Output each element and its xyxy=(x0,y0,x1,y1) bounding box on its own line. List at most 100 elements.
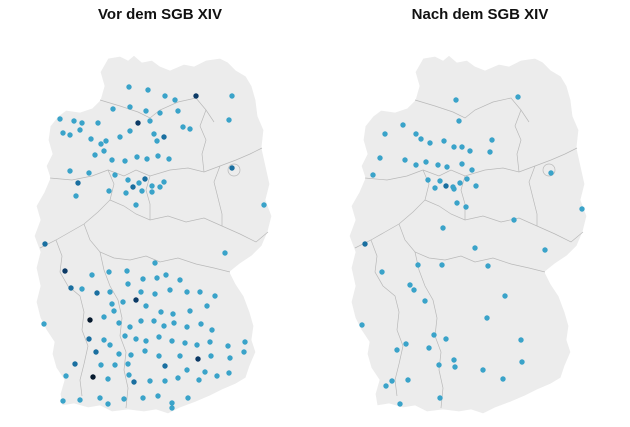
facility-dot xyxy=(163,272,169,278)
facility-dot xyxy=(435,162,441,168)
facility-dot xyxy=(42,241,48,247)
facility-dot xyxy=(154,138,160,144)
facility-dot xyxy=(463,204,469,210)
facility-dot xyxy=(359,322,365,328)
facility-dot xyxy=(116,351,122,357)
facility-dot xyxy=(427,140,433,146)
facility-dot xyxy=(261,202,267,208)
facility-dot xyxy=(197,289,203,295)
facility-dot xyxy=(242,339,248,345)
facility-dot xyxy=(149,189,155,195)
facility-dot xyxy=(441,138,447,144)
facility-dot xyxy=(60,130,66,136)
facility-dot xyxy=(485,263,491,269)
facility-dot xyxy=(467,148,473,154)
facility-dot xyxy=(185,395,191,401)
facility-dot xyxy=(152,291,158,297)
facility-dot xyxy=(407,282,413,288)
facility-dot xyxy=(207,339,213,345)
facility-dot xyxy=(155,393,161,399)
map-title-after: Nach dem SGB XIV xyxy=(411,6,549,23)
facility-dot xyxy=(136,180,142,186)
facility-dot xyxy=(161,134,167,140)
facility-dot xyxy=(379,269,385,275)
facility-dot xyxy=(60,398,66,404)
facility-dot xyxy=(413,162,419,168)
facility-dot xyxy=(464,176,470,182)
facility-dot xyxy=(93,349,99,355)
facility-dot xyxy=(196,377,202,383)
facility-dot xyxy=(133,297,139,303)
facility-dot xyxy=(124,268,130,274)
facility-dot xyxy=(426,345,432,351)
facility-dot xyxy=(112,172,118,178)
facility-dot xyxy=(158,309,164,315)
facility-dot xyxy=(127,324,133,330)
facility-dot xyxy=(519,359,525,365)
facility-dot xyxy=(67,132,73,138)
facility-dot xyxy=(423,159,429,165)
facility-dot xyxy=(142,348,148,354)
facility-dot xyxy=(184,324,190,330)
facility-dot xyxy=(101,314,107,320)
facility-dot xyxy=(149,183,155,189)
facility-dot xyxy=(155,153,161,159)
facility-dots-before xyxy=(41,84,267,411)
facility-dot xyxy=(111,308,117,314)
facility-dot xyxy=(180,124,186,130)
facility-dot xyxy=(397,401,403,407)
facility-dot xyxy=(454,200,460,206)
facility-dot xyxy=(121,396,127,402)
facility-dot xyxy=(162,363,168,369)
facility-dot xyxy=(77,127,83,133)
facility-dot xyxy=(75,180,81,186)
facility-dot xyxy=(125,177,131,183)
facility-dot xyxy=(413,131,419,137)
facility-dot xyxy=(453,97,459,103)
facility-dot xyxy=(439,262,445,268)
facility-dot xyxy=(98,362,104,368)
facility-dot xyxy=(126,84,132,90)
berlin-outline xyxy=(227,163,241,177)
facility-dots-after xyxy=(359,94,585,407)
facility-dot xyxy=(193,93,199,99)
facility-dot xyxy=(184,367,190,373)
facility-dot xyxy=(157,184,163,190)
facility-dot xyxy=(214,373,220,379)
facility-dot xyxy=(436,362,442,368)
facility-dot xyxy=(171,320,177,326)
facility-dot xyxy=(95,120,101,126)
facility-dot xyxy=(209,327,215,333)
facility-dot xyxy=(459,144,465,150)
facility-dot xyxy=(144,156,150,162)
facility-dot xyxy=(117,134,123,140)
facility-dot xyxy=(127,128,133,134)
facility-dot xyxy=(86,336,92,342)
facility-dot xyxy=(133,202,139,208)
facility-dot xyxy=(402,157,408,163)
facility-dot xyxy=(511,217,517,223)
facility-dot xyxy=(147,118,153,124)
facility-dot xyxy=(489,137,495,143)
facility-dot xyxy=(169,405,175,411)
facility-dot xyxy=(452,364,458,370)
facility-dot xyxy=(184,289,190,295)
facility-dot xyxy=(177,277,183,283)
facility-dot xyxy=(473,183,479,189)
facility-dot xyxy=(130,184,136,190)
facility-dot xyxy=(229,165,235,171)
facility-dot xyxy=(139,188,145,194)
facility-dot xyxy=(161,323,167,329)
facility-dot xyxy=(411,287,417,293)
facility-dot xyxy=(444,164,450,170)
facility-dot xyxy=(126,372,132,378)
germany-land-shape xyxy=(348,54,588,415)
facility-dot xyxy=(443,336,449,342)
facility-dot xyxy=(142,176,148,182)
facility-dot xyxy=(143,303,149,309)
facility-dot xyxy=(172,97,178,103)
facility-dot xyxy=(41,321,47,327)
facility-dot xyxy=(109,301,115,307)
facility-dot xyxy=(212,293,218,299)
facility-dot xyxy=(548,170,554,176)
